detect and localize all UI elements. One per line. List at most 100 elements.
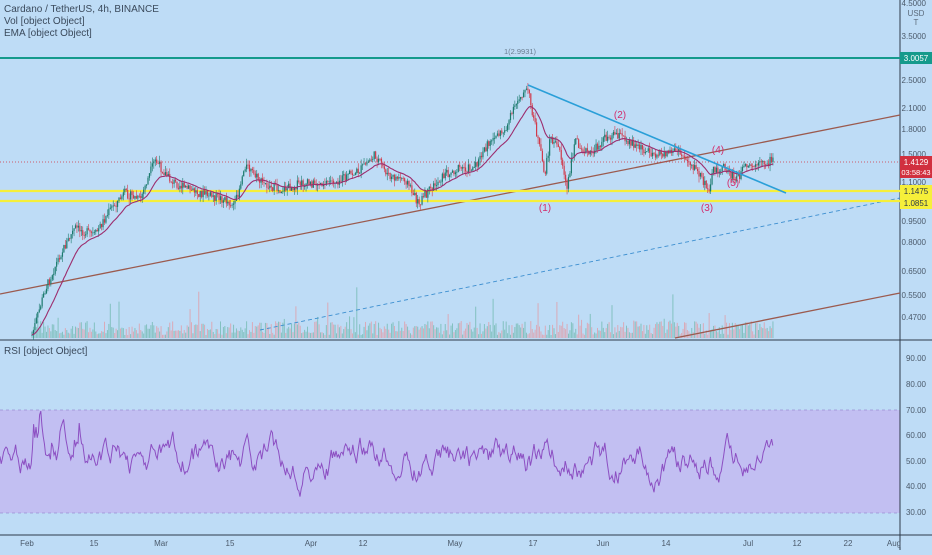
candle-28-body (72, 230, 74, 235)
candle-192-body (309, 181, 311, 185)
volume-bar-359 (552, 324, 554, 338)
volume-bar-296 (460, 321, 462, 338)
badge-support-upper: 1.1475 (900, 185, 932, 197)
volume-bar-18 (57, 317, 59, 338)
volume-bar-12 (48, 328, 50, 338)
candle-41-body (90, 231, 93, 233)
volume-bar-189 (305, 331, 307, 338)
volume-bar-283 (441, 334, 443, 338)
candle-173-body (282, 191, 284, 193)
volume-bar-73 (137, 333, 139, 338)
volume-bar-503 (760, 327, 762, 338)
candle-298-body (463, 167, 465, 168)
candle-167-body (273, 183, 275, 191)
candle-106-body (185, 185, 187, 188)
candle-82-body (150, 166, 152, 174)
candle-233-body (369, 159, 371, 162)
candle-47-body (99, 223, 101, 229)
time-tick: 12 (793, 539, 802, 548)
volume-bar-395 (604, 332, 606, 338)
candle-413-body (630, 139, 632, 146)
candle-389-body (595, 143, 597, 151)
candle-46-body (98, 228, 100, 232)
volume-bar-481 (728, 323, 730, 338)
volume-bar-280 (437, 327, 439, 338)
candle-248-body (391, 176, 393, 180)
legend-symbol[interactable]: Cardano / TetherUS, 4h, BINANCE (4, 4, 159, 15)
candle-236-body (373, 151, 375, 160)
candle-495-body (749, 164, 751, 166)
candle-403-body (615, 133, 617, 135)
volume-bar-147 (244, 328, 246, 338)
volume-bar-124 (211, 321, 213, 338)
volume-bar-437 (665, 332, 667, 338)
volume-bar-151 (250, 331, 252, 338)
wave-label-2: (2) (614, 110, 626, 121)
volume-bar-461 (699, 324, 701, 338)
candle-43-body (93, 231, 95, 233)
candle-503-body (760, 161, 762, 163)
candle-255-body (401, 177, 403, 179)
volume-bar-154 (254, 325, 256, 338)
candle-506-body (765, 164, 767, 166)
volume-bar-267 (418, 329, 420, 338)
wave-label-1: (1) (539, 203, 551, 214)
candle-471-body (714, 166, 716, 173)
volume-bar-180 (292, 332, 294, 338)
volume-bar-150 (249, 330, 250, 338)
rsi-band (0, 410, 900, 513)
volume-bar-446 (678, 325, 680, 338)
volume-bar-104 (182, 333, 184, 338)
candle-313-body (485, 147, 487, 152)
volume-bar-194 (312, 332, 314, 338)
time-tick: 15 (90, 539, 99, 548)
volume-bar-224 (356, 287, 358, 338)
candle-113-body (195, 190, 197, 193)
volume-bar-289 (450, 325, 452, 338)
volume-bar-34 (80, 322, 82, 338)
volume-bar-415 (633, 320, 635, 338)
candle-299-body (464, 167, 467, 172)
legend-ema[interactable]: EMA [object Object] (4, 28, 92, 39)
volume-bar-41 (90, 331, 92, 338)
candle-274-body (428, 186, 430, 189)
legend-volume[interactable]: Vol [object Object] (4, 16, 85, 27)
volume-bar-156 (257, 325, 259, 338)
volume-bar-126 (214, 334, 216, 338)
candle-449-body (682, 155, 684, 157)
rsi-legend[interactable]: RSI [object Object] (4, 346, 88, 357)
candle-263-body (412, 193, 414, 196)
candle-115-body (198, 194, 200, 197)
candle-315-body (488, 141, 490, 146)
candle-496-body (750, 164, 752, 166)
candle-34-body (80, 230, 82, 232)
candle-13-body (50, 279, 52, 284)
volume-bar-345 (531, 329, 533, 338)
volume-bar-278 (434, 329, 436, 338)
volume-bar-26 (69, 333, 71, 338)
volume-bar-249 (392, 322, 394, 338)
volume-bar-184 (298, 322, 300, 338)
volume-bar-477 (723, 333, 725, 338)
volume-bar-405 (618, 330, 620, 338)
candle-52-body (106, 215, 108, 216)
candle-81-body (148, 173, 151, 178)
volume-bar-115 (198, 291, 200, 338)
candle-483-body (731, 172, 733, 179)
volume-bar-451 (685, 322, 687, 338)
candle-287-body (447, 169, 449, 177)
candle-312-body (483, 147, 485, 152)
volume-bar-17 (56, 331, 58, 338)
volume-bar-347 (534, 329, 536, 338)
candle-332-body (512, 106, 514, 114)
candle-155-body (256, 173, 258, 178)
candle-1-body (32, 330, 35, 335)
volume-bar-307 (476, 327, 478, 338)
volume-bar-470 (713, 325, 714, 338)
candle-469-body (711, 172, 713, 185)
candle-16-body (54, 266, 56, 274)
candle-79-body (145, 184, 148, 186)
candle-138-body (231, 204, 233, 206)
